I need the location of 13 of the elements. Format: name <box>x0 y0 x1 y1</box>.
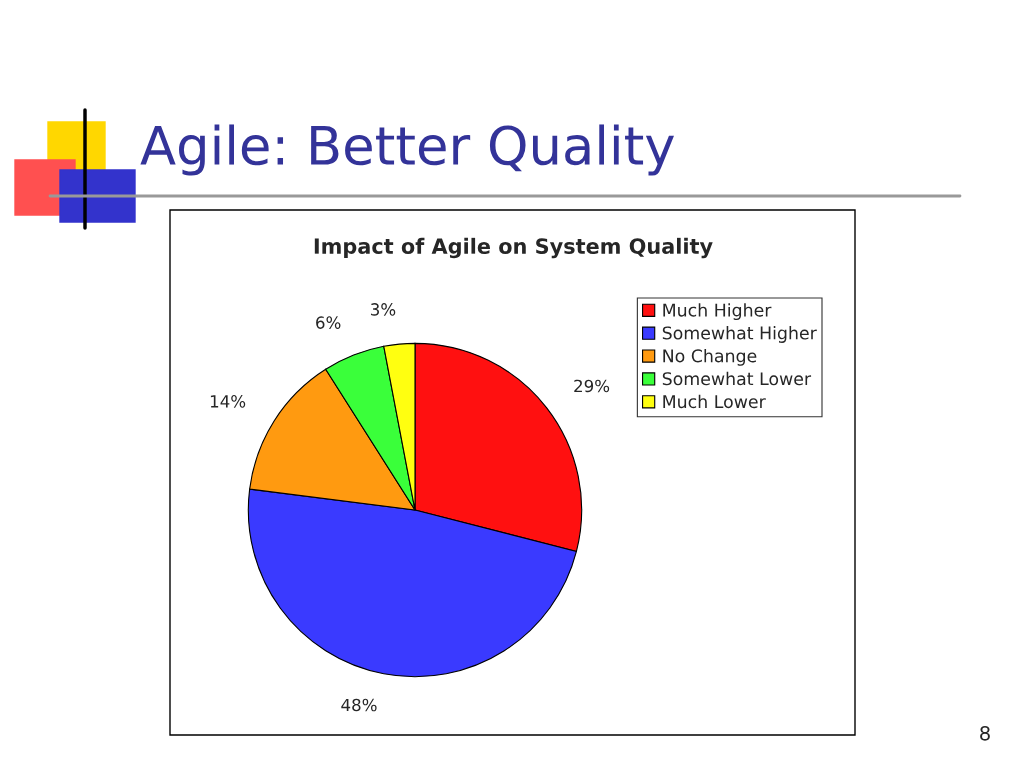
legend-label: Somewhat Lower <box>662 371 812 386</box>
legend-label: Somewhat Higher <box>662 326 817 343</box>
legend-label: No Change <box>663 348 757 366</box>
data-label: 48% <box>341 698 377 712</box>
chart-title: Agile: Better Quality <box>140 124 674 176</box>
legend-label: Much Lower <box>663 394 766 409</box>
chart-subtitle: Impact of Agile on System Quality <box>314 237 713 259</box>
data-label: 29% <box>574 379 610 393</box>
data-label: 3% <box>371 303 396 316</box>
data-label: 6% <box>316 316 341 329</box>
data-label: 14% <box>210 395 246 408</box>
legend-label: Much Higher <box>663 303 772 321</box>
text: 8 <box>980 725 990 741</box>
